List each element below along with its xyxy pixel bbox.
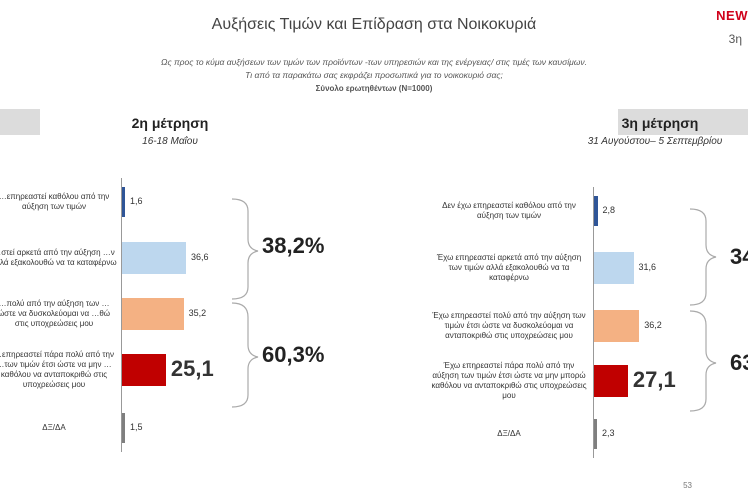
panel1-total-bottom: 60,3%	[262, 342, 325, 367]
panel1-bar	[122, 187, 125, 217]
question-line-2: Τι από τα παρακάτω σας εκφράζει προσωπικ…	[245, 70, 503, 80]
panel2-category-label: Έχω επηρεαστεί πάρα πολύ από την αύξηση …	[431, 361, 587, 400]
question-base: Σύνολο ερωτηθέντων (N=1000)	[315, 84, 433, 93]
brace-top-right	[689, 208, 717, 306]
panel2-bar	[594, 310, 640, 342]
panel2-value-label: 2,8	[602, 205, 616, 215]
panel1-bar	[122, 298, 184, 330]
panel1-value-label: 1,6	[130, 196, 143, 206]
panel1-bar	[122, 413, 125, 443]
panel2-total-top: 34	[730, 244, 748, 269]
panel1-total-top: 38,2%	[262, 233, 325, 258]
panel1-category-label: …επηρεαστεί καθόλου από την αύξηση των τ…	[0, 192, 110, 211]
header-bar-right	[618, 109, 748, 135]
panel1-bar	[122, 242, 187, 274]
panel1-axis	[121, 178, 122, 452]
brace-group-right	[689, 208, 717, 412]
panel1-value-label: 35,2	[188, 308, 207, 318]
question-line-1: Ως προς το κύμα αυξήσεων των τιμών των π…	[161, 57, 587, 67]
panel2-subtitle: 31 Αυγούστου– 5 Σεπτεμβρίου	[587, 136, 723, 147]
panel2-total-bottom: 63	[730, 350, 748, 375]
panel1-category-label: …πολύ από την αύξηση των …ώστε να δυσκολ…	[0, 299, 111, 328]
panel2-bar	[594, 196, 598, 226]
panel2-value-label: 36,2	[644, 320, 662, 330]
panel1-subtitle: 16-18 Μαΐου	[142, 136, 198, 147]
panel2-bar	[594, 252, 634, 284]
panel1-category-label: …στεί αρκετά από την αύξηση …ν αλλά εξακ…	[0, 248, 117, 267]
brace-bottom-right	[689, 310, 717, 412]
brace-group-left	[231, 198, 259, 408]
page-number: 53	[683, 481, 692, 490]
panel1-value-label: 1,5	[130, 422, 143, 432]
panel2-category-label: Έχω επηρεαστεί αρκετά από την αύξηση των…	[436, 253, 582, 282]
panel1-category-label: …επηρεαστεί πάρα πολύ από την …των τιμών…	[0, 350, 114, 389]
brace-top-left	[231, 198, 259, 300]
brand-logo: NEW	[716, 8, 748, 23]
brace-bottom-left	[231, 302, 259, 408]
panel2-value-label: 2,3	[602, 428, 615, 438]
panel2-axis	[593, 187, 594, 458]
panel1-bar	[122, 354, 166, 386]
panel2-category-label: ΔΞ/ΔΑ	[497, 429, 521, 438]
panel2-bar	[594, 419, 597, 449]
header-bar-left	[0, 109, 40, 135]
panel2-value-label: 27,1	[632, 367, 676, 392]
panel1-value-label: 25,1	[170, 356, 214, 381]
slide-title: Αυξήσεις Τιμών και Επίδραση στα Νοικοκυρ…	[211, 16, 537, 33]
panel2-value-label: 31,6	[638, 262, 657, 272]
panel2-category-label: Έχω επηρεαστεί πολύ από την αύξηση των τ…	[432, 311, 586, 340]
panel2-title: 3η μέτρηση	[621, 115, 699, 131]
slide-number-top: 3η	[728, 32, 742, 46]
panel1-title: 2η μέτρηση	[131, 115, 209, 131]
panel1-value-label: 36,6	[191, 252, 209, 262]
panel2-bar	[594, 365, 628, 397]
panel1-category-label: ΔΞ/ΔΑ	[42, 423, 66, 432]
panel2-category-label: Δεν έχω επηρεαστεί καθόλου από την αύξησ…	[442, 201, 576, 220]
